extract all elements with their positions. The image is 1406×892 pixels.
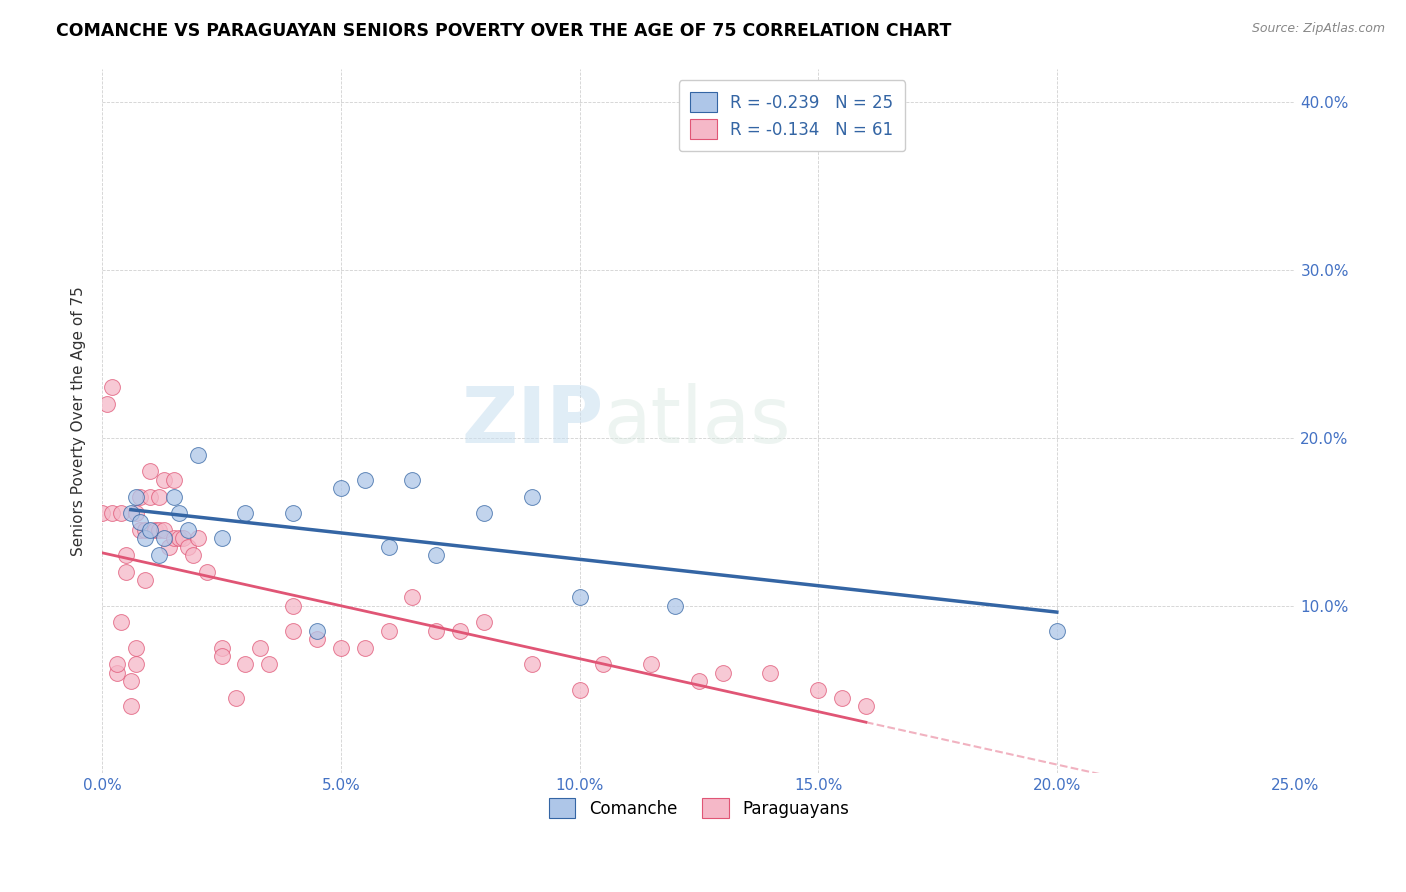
Point <box>148 548 170 562</box>
Point <box>129 523 152 537</box>
Point <box>181 548 204 562</box>
Point <box>115 565 138 579</box>
Point <box>1046 624 1069 638</box>
Point <box>167 506 190 520</box>
Point <box>110 615 132 630</box>
Point <box>163 490 186 504</box>
Point <box>96 397 118 411</box>
Point <box>329 481 352 495</box>
Point <box>568 682 591 697</box>
Point <box>100 380 122 394</box>
Point <box>520 490 543 504</box>
Point <box>425 548 447 562</box>
Point <box>855 699 877 714</box>
Point <box>172 532 194 546</box>
Text: Source: ZipAtlas.com: Source: ZipAtlas.com <box>1251 22 1385 36</box>
Point <box>249 640 271 655</box>
Text: atlas: atlas <box>603 383 792 459</box>
Point <box>235 657 257 672</box>
Point <box>211 532 233 546</box>
Point <box>105 665 128 680</box>
Point <box>225 690 247 705</box>
Point <box>211 648 233 663</box>
Point <box>124 506 146 520</box>
Point <box>592 657 614 672</box>
Point <box>143 523 166 537</box>
Point <box>377 624 399 638</box>
Text: COMANCHE VS PARAGUAYAN SENIORS POVERTY OVER THE AGE OF 75 CORRELATION CHART: COMANCHE VS PARAGUAYAN SENIORS POVERTY O… <box>56 22 952 40</box>
Point <box>139 490 162 504</box>
Y-axis label: Seniors Poverty Over the Age of 75: Seniors Poverty Over the Age of 75 <box>72 286 86 556</box>
Point <box>115 548 138 562</box>
Point <box>831 690 853 705</box>
Point <box>568 591 591 605</box>
Point <box>157 540 180 554</box>
Point <box>305 624 328 638</box>
Point <box>148 490 170 504</box>
Point <box>134 574 156 588</box>
Point <box>664 599 686 613</box>
Point <box>167 532 190 546</box>
Point <box>120 506 142 520</box>
Point <box>401 591 423 605</box>
Point <box>807 682 830 697</box>
Point <box>520 657 543 672</box>
Point <box>353 473 375 487</box>
Point <box>235 506 257 520</box>
Point <box>110 506 132 520</box>
Point <box>139 464 162 478</box>
Point <box>401 473 423 487</box>
Point <box>129 515 152 529</box>
Point <box>139 523 162 537</box>
Point <box>711 665 734 680</box>
Point <box>688 674 710 689</box>
Point <box>211 640 233 655</box>
Point <box>120 699 142 714</box>
Point <box>472 615 495 630</box>
Point <box>177 540 200 554</box>
Point <box>153 532 176 546</box>
Point <box>134 523 156 537</box>
Point <box>177 523 200 537</box>
Point <box>281 506 304 520</box>
Point <box>259 657 281 672</box>
Point <box>281 599 304 613</box>
Point <box>449 624 471 638</box>
Point <box>105 657 128 672</box>
Point <box>153 473 176 487</box>
Point <box>329 640 352 655</box>
Point <box>377 540 399 554</box>
Legend: Comanche, Paraguayans: Comanche, Paraguayans <box>543 791 856 825</box>
Point <box>195 565 218 579</box>
Point <box>353 640 375 655</box>
Point <box>91 506 114 520</box>
Point <box>134 532 156 546</box>
Point <box>187 448 209 462</box>
Point <box>163 532 186 546</box>
Point <box>124 490 146 504</box>
Point <box>425 624 447 638</box>
Point <box>472 506 495 520</box>
Point <box>124 640 146 655</box>
Point <box>129 490 152 504</box>
Point <box>187 532 209 546</box>
Text: ZIP: ZIP <box>461 383 603 459</box>
Point <box>640 657 662 672</box>
Point <box>120 674 142 689</box>
Point <box>153 523 176 537</box>
Point <box>759 665 782 680</box>
Point <box>124 657 146 672</box>
Point <box>100 506 122 520</box>
Point <box>148 523 170 537</box>
Point <box>281 624 304 638</box>
Point <box>163 473 186 487</box>
Point <box>305 632 328 647</box>
